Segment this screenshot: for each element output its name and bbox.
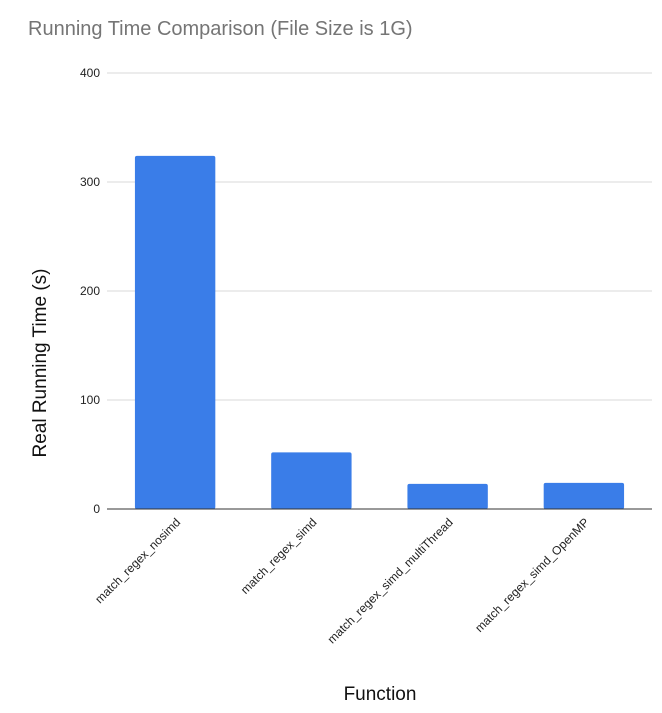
x-tick-label: match_regex_nosimd: [92, 515, 183, 606]
x-tick-label: match_regex_simd_OpenMP: [472, 515, 592, 635]
x-tick-label: match_regex_simd: [238, 515, 320, 597]
bar-match_regex_nosimd: [134, 155, 216, 509]
y-axis-title: Real Running Time (s): [30, 268, 51, 457]
y-tick-label: 300: [80, 175, 100, 189]
y-tick-label: 0: [93, 502, 100, 516]
bar-match_regex_simd: [271, 452, 352, 509]
chart-title: Running Time Comparison (File Size is 1G…: [28, 18, 413, 40]
x-axis-title: Function: [344, 684, 417, 705]
y-tick-label: 200: [80, 284, 100, 298]
bar-match_regex_simd_multiThread: [407, 483, 488, 509]
x-tick-label: match_regex_simd_multiThread: [325, 515, 456, 646]
bar-match_regex_simd_OpenMP: [543, 482, 625, 509]
y-tick-label: 400: [80, 66, 100, 80]
y-tick-label: 100: [80, 393, 100, 407]
